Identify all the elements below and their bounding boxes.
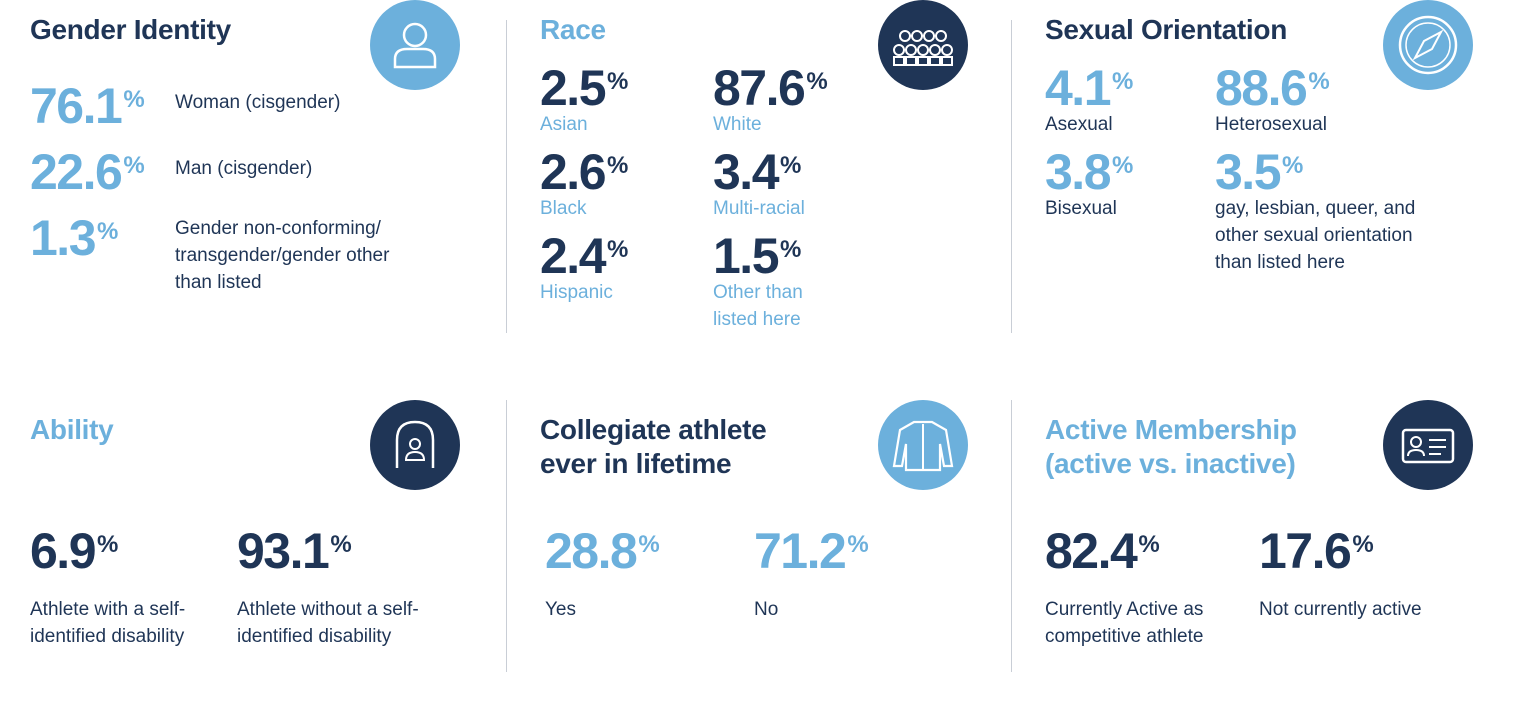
divider	[506, 400, 507, 672]
stat-value: 3.4%	[713, 144, 801, 200]
stat-number: 28.8	[545, 523, 638, 579]
stat-number: 93.1	[237, 523, 330, 579]
stat-unit: %	[780, 236, 802, 263]
stat-value: 6.9%	[30, 523, 118, 579]
stat-number: 3.4	[713, 144, 780, 200]
stat-label: Other than listed here	[713, 282, 803, 330]
stat-unit: %	[123, 152, 145, 179]
stat-number: 2.5	[540, 60, 607, 116]
stat-label: Bisexual	[1045, 198, 1117, 219]
section-icon	[370, 400, 460, 490]
stat-label: White	[713, 114, 762, 135]
stat-value: 3.8%	[1045, 144, 1133, 200]
stat-value: 2.5%	[540, 60, 628, 116]
stat-label: No	[754, 599, 779, 620]
stat-unit: %	[638, 531, 660, 558]
section-icon	[878, 400, 968, 490]
stat-unit: %	[123, 86, 145, 113]
stat-value: 4.1%	[1045, 60, 1133, 116]
stat-label: Hispanic	[540, 282, 613, 303]
stat-unit: %	[806, 68, 828, 95]
stat-label: gay, lesbian, queer, and other sexual or…	[1215, 198, 1416, 273]
section-icon	[1383, 400, 1473, 490]
stat-unit: %	[1112, 68, 1134, 95]
stat-label: Currently Active as competitive athlete	[1045, 599, 1204, 647]
stat-unit: %	[97, 218, 119, 245]
stat-number: 17.6	[1259, 523, 1352, 579]
divider	[1011, 20, 1012, 333]
stat-number: 88.6	[1215, 60, 1308, 116]
stat-number: 3.8	[1045, 144, 1112, 200]
stat-label: Not currently active	[1259, 599, 1422, 620]
stat-unit: %	[847, 531, 869, 558]
stat-label: Black	[540, 198, 587, 219]
stat-number: 2.4	[540, 228, 607, 284]
stat-value: 3.5%	[1215, 144, 1303, 200]
stat-number: 2.6	[540, 144, 607, 200]
stat-value: 87.6%	[713, 60, 828, 116]
stat-unit: %	[607, 68, 629, 95]
stat-value: 1.3%	[30, 210, 118, 266]
stat-value: 1.5%	[713, 228, 801, 284]
stat-number: 1.5	[713, 228, 780, 284]
stat-unit: %	[780, 152, 802, 179]
stat-number: 82.4	[1045, 523, 1138, 579]
stat-value: 2.6%	[540, 144, 628, 200]
section-title: Ability	[30, 414, 114, 445]
stat-label: Man (cisgender)	[175, 158, 313, 179]
section-title: Race	[540, 14, 606, 45]
stat-number: 76.1	[30, 78, 123, 134]
stat-label: Asian	[540, 114, 588, 135]
stat-number: 87.6	[713, 60, 806, 116]
section-title: Collegiate athlete ever in lifetime	[540, 414, 767, 479]
section-icon	[370, 0, 460, 90]
stat-value: 2.4%	[540, 228, 628, 284]
stat-unit: %	[1352, 531, 1374, 558]
stat-value: 82.4%	[1045, 523, 1160, 579]
stat-label: Asexual	[1045, 114, 1113, 135]
stat-value: 88.6%	[1215, 60, 1330, 116]
stat-label: Gender non-conforming/ transgender/gende…	[175, 218, 390, 293]
stat-unit: %	[1308, 68, 1330, 95]
section-title: Active Membership (active vs. inactive)	[1045, 414, 1297, 479]
stat-number: 3.5	[1215, 144, 1282, 200]
stat-unit: %	[1282, 152, 1304, 179]
stat-unit: %	[330, 531, 352, 558]
section-icon	[878, 0, 968, 90]
stat-value: 22.6%	[30, 144, 145, 200]
stat-number: 71.2	[754, 523, 847, 579]
stat-unit: %	[97, 531, 119, 558]
stat-value: 17.6%	[1259, 523, 1374, 579]
stat-number: 1.3	[30, 210, 97, 266]
stat-label: Athlete without a self-identified disabi…	[237, 599, 419, 647]
stat-label: Athlete with a self-identified disabilit…	[30, 599, 186, 647]
section-title: Sexual Orientation	[1045, 14, 1287, 45]
stat-unit: %	[1138, 531, 1160, 558]
stat-label: Yes	[545, 599, 576, 620]
stat-unit: %	[607, 152, 629, 179]
stat-number: 4.1	[1045, 60, 1112, 116]
stat-value: 71.2%	[754, 523, 869, 579]
divider	[506, 20, 507, 333]
divider	[1011, 400, 1012, 672]
stat-unit: %	[607, 236, 629, 263]
stat-label: Heterosexual	[1215, 114, 1327, 135]
stat-label: Woman (cisgender)	[175, 92, 341, 113]
section-icon	[1383, 0, 1473, 90]
stat-value: 93.1%	[237, 523, 352, 579]
stat-value: 76.1%	[30, 78, 145, 134]
stat-number: 6.9	[30, 523, 97, 579]
section-title: Gender Identity	[30, 14, 231, 45]
stat-value: 28.8%	[545, 523, 660, 579]
stat-number: 22.6	[30, 144, 123, 200]
stat-label: Multi-racial	[713, 198, 805, 219]
stat-unit: %	[1112, 152, 1134, 179]
